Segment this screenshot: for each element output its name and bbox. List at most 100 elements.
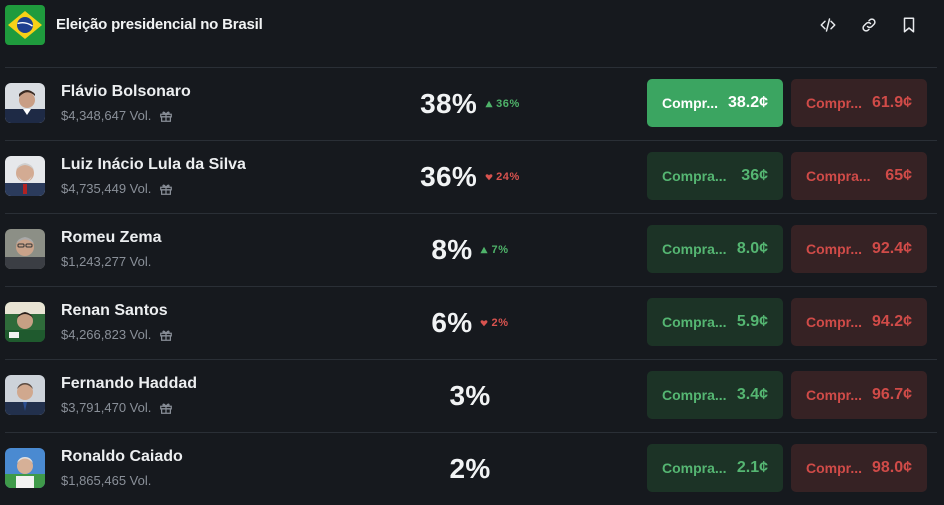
change-indicator: 36%	[485, 98, 520, 110]
buy-no-label: Compr...	[806, 460, 863, 476]
buy-yes-button[interactable]: Compra... 2.1¢	[647, 444, 783, 492]
buy-yes-label: Compra...	[662, 168, 727, 184]
gift-icon[interactable]	[159, 328, 173, 342]
avatar	[5, 302, 45, 342]
candidate-row[interactable]: Flávio Bolsonaro $4,348,647 Vol. 38% 36%…	[5, 68, 937, 141]
buy-yes-price: 38.2¢	[727, 94, 768, 111]
avatar	[5, 83, 45, 123]
buy-yes-label: Compra...	[662, 314, 727, 330]
triangle-up-icon	[485, 100, 493, 108]
probability: 2%	[385, 449, 555, 489]
gift-icon[interactable]	[159, 109, 173, 123]
probability-value: 3%	[449, 380, 491, 411]
buy-yes-label: Compr...	[662, 95, 719, 111]
heart-down-icon	[481, 320, 488, 327]
buy-yes-price: 5.9¢	[736, 313, 768, 330]
change-value: 7%	[491, 244, 509, 256]
buy-yes-button[interactable]: Compra... 5.9¢	[647, 298, 783, 346]
triangle-up-icon	[480, 246, 489, 254]
change-indicator: 24%	[485, 171, 520, 183]
bookmark-icon[interactable]	[898, 14, 920, 36]
change-indicator: 2%	[480, 317, 508, 329]
volume-text: $1,865,465 Vol.	[61, 473, 152, 488]
buy-no-label: Compr...	[806, 387, 863, 403]
candidate-row[interactable]: Fernando Haddad $3,791,470 Vol. 3% Compr…	[5, 360, 937, 433]
volume-text: $4,735,449 Vol.	[61, 181, 152, 196]
buy-yes-price: 2.1¢	[736, 459, 768, 476]
candidate-row[interactable]: Renan Santos $4,266,823 Vol. 6% 2% Compr…	[5, 287, 937, 360]
buy-no-price: 96.7¢	[871, 386, 912, 403]
change-value: 24%	[496, 171, 520, 183]
probability-value: 38%	[420, 88, 478, 119]
header-divider	[5, 67, 937, 68]
buy-yes-button[interactable]: Compr... 38.2¢	[647, 79, 783, 127]
candidate-row[interactable]: Romeu Zema $1,243,277 Vol. 8% 7% Compra.…	[5, 214, 937, 287]
candidate-name: Luiz Inácio Lula da Silva	[61, 156, 246, 173]
candidate-volume: $4,266,823 Vol.	[61, 327, 173, 342]
avatar	[5, 156, 45, 196]
buy-no-label: Compra...	[806, 168, 871, 184]
avatar	[5, 375, 45, 415]
probability-value: 8%	[431, 234, 473, 265]
change-value: 36%	[496, 98, 520, 110]
page-title: Eleição presidencial no Brasil	[56, 16, 263, 33]
probability: 6% 2%	[385, 303, 555, 343]
probability-value: 36%	[420, 161, 478, 192]
buy-no-label: Compr...	[806, 241, 863, 257]
embed-icon[interactable]	[817, 14, 839, 36]
candidate-name: Renan Santos	[61, 302, 168, 319]
buy-no-price: 92.4¢	[871, 240, 912, 257]
buy-yes-label: Compra...	[662, 241, 727, 257]
buy-yes-price: 36¢	[741, 167, 768, 184]
candidate-name: Flávio Bolsonaro	[61, 83, 191, 100]
probability: 3%	[385, 376, 555, 416]
candidate-list: Flávio Bolsonaro $4,348,647 Vol. 38% 36%…	[0, 68, 944, 505]
candidate-name: Fernando Haddad	[61, 375, 198, 392]
buy-no-button[interactable]: Compra... 65¢	[791, 152, 927, 200]
probability: 8% 7%	[385, 230, 555, 270]
buy-yes-button[interactable]: Compra... 3.4¢	[647, 371, 783, 419]
buy-yes-label: Compra...	[662, 460, 727, 476]
gift-icon[interactable]	[159, 182, 173, 196]
buy-no-button[interactable]: Compr... 94.2¢	[791, 298, 927, 346]
volume-text: $3,791,470 Vol.	[61, 400, 152, 415]
probability: 38% 36%	[385, 84, 555, 124]
buy-no-button[interactable]: Compr... 61.9¢	[791, 79, 927, 127]
candidate-name: Romeu Zema	[61, 229, 162, 246]
candidate-volume: $1,243,277 Vol.	[61, 254, 151, 269]
probability-value: 6%	[431, 307, 473, 338]
change-value: 2%	[491, 317, 509, 329]
buy-no-price: 98.0¢	[871, 459, 912, 476]
candidate-row[interactable]: Ronaldo Caiado $1,865,465 Vol. 2% Compra…	[5, 433, 937, 505]
candidate-row[interactable]: Luiz Inácio Lula da Silva $4,735,449 Vol…	[5, 141, 937, 214]
gift-icon[interactable]	[159, 401, 173, 415]
candidate-name: Ronaldo Caiado	[61, 448, 183, 465]
market-header: Eleição presidencial no Brasil	[0, 0, 944, 52]
buy-no-button[interactable]: Compr... 98.0¢	[791, 444, 927, 492]
buy-no-button[interactable]: Compr... 96.7¢	[791, 371, 927, 419]
buy-no-price: 65¢	[885, 167, 912, 184]
candidate-volume: $1,865,465 Vol.	[61, 473, 151, 488]
brazil-flag-icon	[5, 5, 45, 45]
heart-down-icon	[485, 174, 493, 181]
buy-no-label: Compr...	[806, 314, 863, 330]
change-indicator: 7%	[480, 244, 508, 256]
candidate-volume: $3,791,470 Vol.	[61, 400, 173, 415]
candidate-volume: $4,735,449 Vol.	[61, 181, 173, 196]
buy-no-price: 94.2¢	[871, 313, 912, 330]
buy-yes-label: Compra...	[662, 387, 727, 403]
avatar	[5, 229, 45, 269]
volume-text: $4,266,823 Vol.	[61, 327, 152, 342]
volume-text: $1,243,277 Vol.	[61, 254, 152, 269]
buy-no-price: 61.9¢	[871, 94, 912, 111]
buy-no-label: Compr...	[806, 95, 863, 111]
candidate-volume: $4,348,647 Vol.	[61, 108, 173, 123]
buy-yes-button[interactable]: Compra... 8.0¢	[647, 225, 783, 273]
buy-yes-button[interactable]: Compra... 36¢	[647, 152, 783, 200]
buy-no-button[interactable]: Compr... 92.4¢	[791, 225, 927, 273]
buy-yes-price: 3.4¢	[736, 386, 768, 403]
buy-yes-price: 8.0¢	[736, 240, 768, 257]
link-icon[interactable]	[858, 14, 880, 36]
volume-text: $4,348,647 Vol.	[61, 108, 152, 123]
probability: 36% 24%	[385, 157, 555, 197]
